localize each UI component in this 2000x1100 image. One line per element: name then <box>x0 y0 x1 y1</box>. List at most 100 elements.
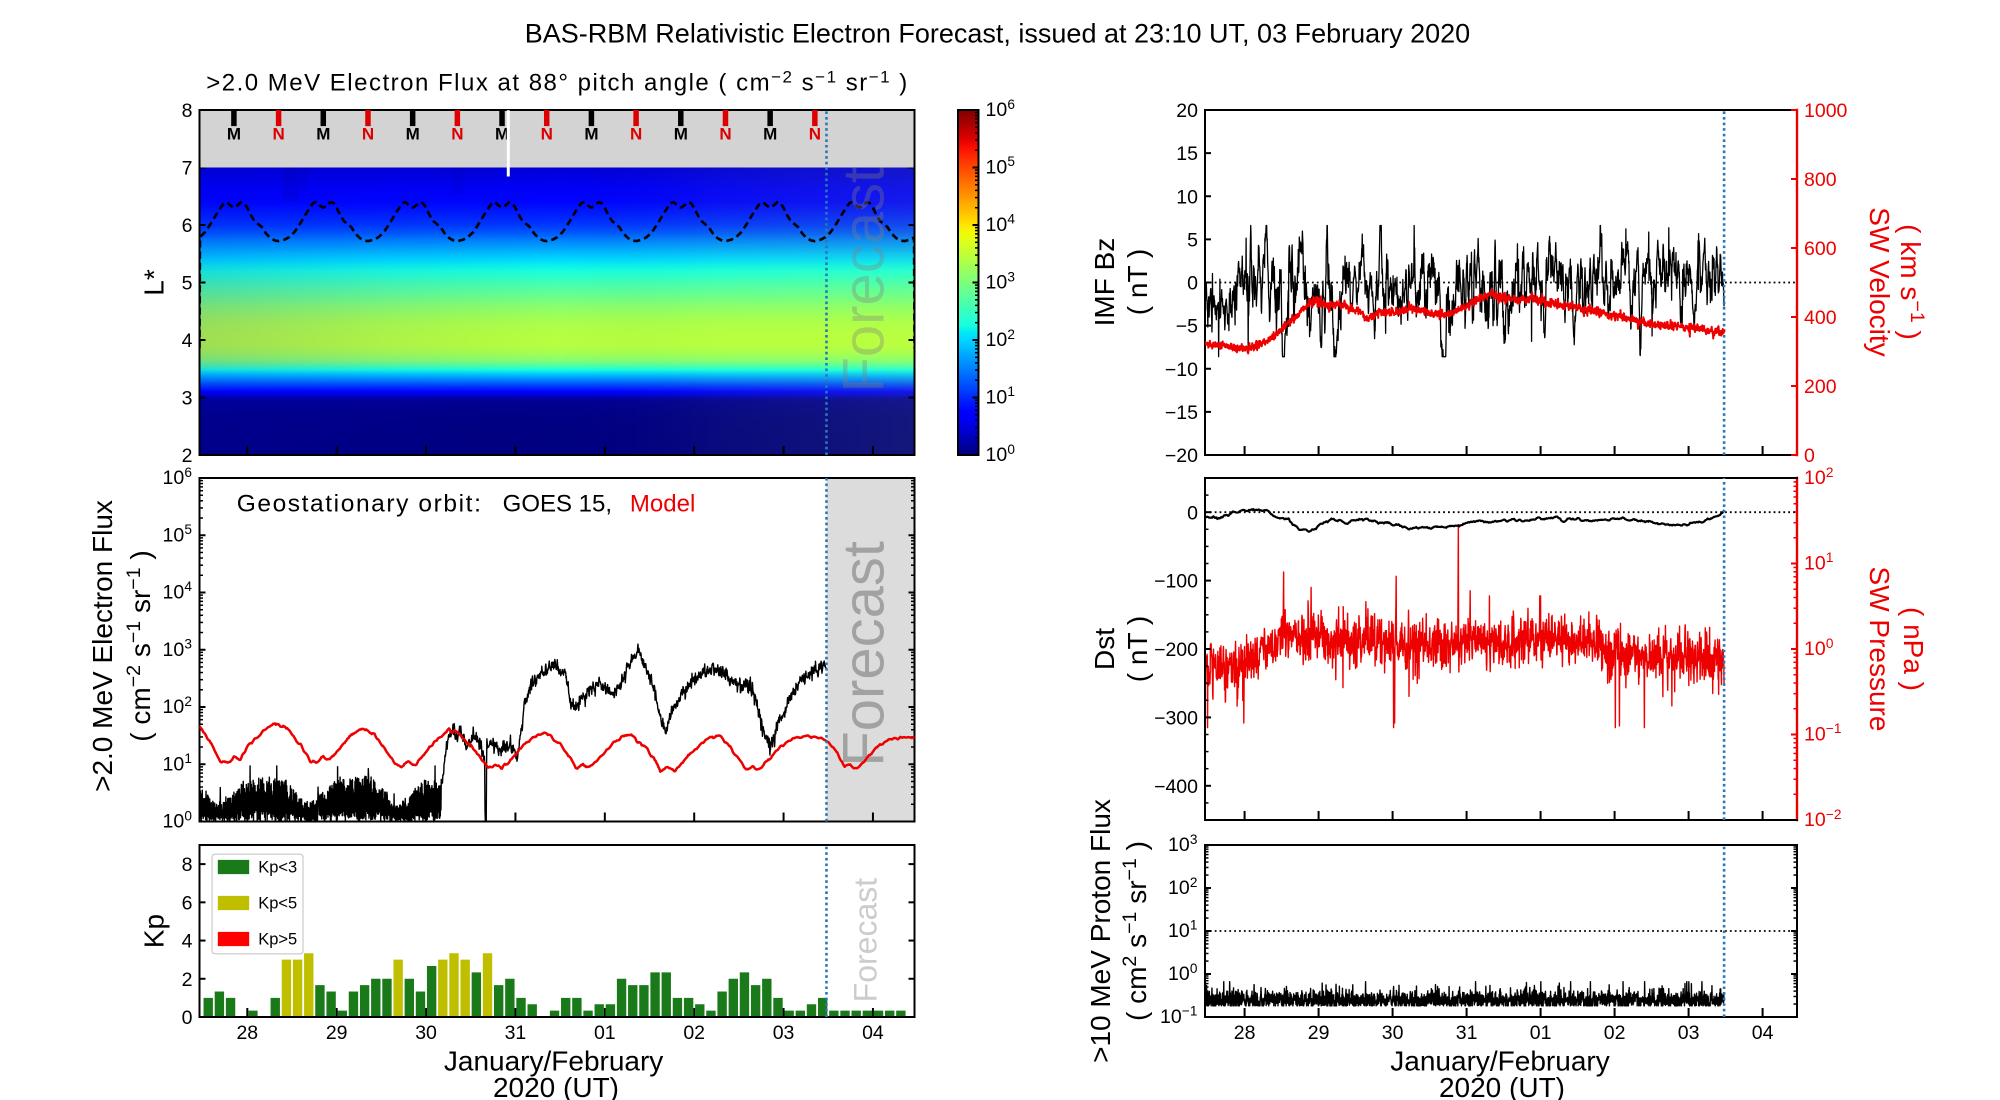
svg-text:28: 28 <box>236 1022 258 1044</box>
svg-text:1 0 2: 1 0 2 <box>1804 465 1833 489</box>
svg-text:0: 0 <box>1187 273 1198 295</box>
svg-text:1 0 1: 1 0 1 <box>1804 550 1833 574</box>
svg-text:28: 28 <box>1234 1022 1256 1044</box>
svg-text:6: 6 <box>182 215 193 237</box>
svg-text:29: 29 <box>1308 1022 1330 1044</box>
svg-text:M: M <box>674 125 688 144</box>
svg-text:1 0 1: 1 0 1 <box>1168 918 1197 942</box>
svg-text:( km s−1 ): ( km s−1 ) <box>1895 224 1928 340</box>
svg-text:6: 6 <box>182 892 193 914</box>
svg-text:2020 (UT): 2020 (UT) <box>1439 1072 1565 1100</box>
svg-text:1 0 1: 1 0 1 <box>162 751 191 775</box>
svg-text:4: 4 <box>182 330 193 352</box>
svg-text:1 0 0: 1 0 0 <box>986 442 1016 466</box>
svg-text:1000: 1000 <box>1804 100 1848 122</box>
svg-text:Geostationary orbit:: Geostationary orbit: <box>237 491 483 518</box>
svg-text:BAS-RBM Relativistic Electron: BAS-RBM Relativistic Electron Forecast, … <box>525 19 1470 49</box>
svg-text:30: 30 <box>1382 1022 1404 1044</box>
svg-text:M: M <box>227 125 241 144</box>
svg-text:N: N <box>630 125 642 144</box>
svg-text:1 0 3: 1 0 3 <box>1168 832 1197 856</box>
svg-text:Forecast: Forecast <box>831 167 896 393</box>
svg-text:1 0 3: 1 0 3 <box>986 269 1015 293</box>
svg-text:1 0 0: 1 0 0 <box>1168 961 1198 985</box>
svg-text:1 0 6: 1 0 6 <box>162 465 191 489</box>
svg-text:( cm2 s−1 sr−1 ): ( cm2 s−1 sr−1 ) <box>1119 841 1152 1021</box>
svg-text:1 0 1: 1 0 1 <box>986 384 1015 408</box>
svg-text:8: 8 <box>182 854 193 876</box>
svg-text:2020 (UT): 2020 (UT) <box>493 1072 619 1100</box>
svg-text:2: 2 <box>182 445 193 467</box>
svg-text:M: M <box>763 125 777 144</box>
svg-text:N: N <box>362 125 374 144</box>
svg-text:( cm−2 s−1 sr−1 ): ( cm−2 s−1 sr−1 ) <box>123 550 156 741</box>
svg-text:30: 30 <box>415 1022 437 1044</box>
svg-text:31: 31 <box>505 1022 527 1044</box>
svg-text:Kp>5: Kp>5 <box>258 931 297 949</box>
svg-text:>2.0 MeV Electron Flux at 88°: >2.0 MeV Electron Flux at 88° pitch angl… <box>206 68 909 97</box>
svg-text:1 0 −: 1 0 − 1 <box>1804 720 1841 745</box>
svg-text:IMF Bz: IMF Bz <box>1089 238 1120 327</box>
svg-text:02: 02 <box>683 1022 705 1044</box>
svg-text:1 0 0: 1 0 0 <box>162 808 192 832</box>
svg-text:GOES 15,: GOES 15, <box>503 490 612 517</box>
svg-text:1 0 4: 1 0 4 <box>162 579 192 603</box>
svg-text:04: 04 <box>1752 1022 1774 1044</box>
svg-text:Kp<3: Kp<3 <box>258 859 297 877</box>
svg-text:01: 01 <box>1530 1022 1552 1044</box>
svg-text:04: 04 <box>862 1022 884 1044</box>
svg-text:N: N <box>809 125 821 144</box>
svg-text:Kp<5: Kp<5 <box>258 895 297 913</box>
svg-text:Forecast: Forecast <box>848 878 884 1003</box>
svg-text:>10 MeV Proton Flux: >10 MeV Proton Flux <box>1085 799 1116 1063</box>
svg-text:M: M <box>316 125 330 144</box>
svg-text:January/February: January/February <box>444 1046 663 1077</box>
svg-text:01: 01 <box>594 1022 616 1044</box>
svg-text:800: 800 <box>1804 169 1837 191</box>
svg-text:1 0 3: 1 0 3 <box>162 637 191 661</box>
svg-text:SW Velocity: SW Velocity <box>1864 207 1895 356</box>
svg-text:400: 400 <box>1804 307 1837 329</box>
svg-text:1 0 2: 1 0 2 <box>162 694 191 718</box>
svg-text:−200: −200 <box>1154 639 1198 661</box>
svg-text:10: 10 <box>1176 186 1198 208</box>
svg-text:N: N <box>272 125 284 144</box>
svg-text:N: N <box>719 125 731 144</box>
svg-text:4: 4 <box>182 931 193 953</box>
svg-text:1 0 6: 1 0 6 <box>986 97 1015 121</box>
svg-text:29: 29 <box>326 1022 348 1044</box>
svg-text:1 0 0: 1 0 0 <box>1804 636 1834 660</box>
svg-text:Dst: Dst <box>1089 628 1120 670</box>
svg-text:1 0 5: 1 0 5 <box>986 154 1016 178</box>
svg-text:Model: Model <box>630 490 695 517</box>
svg-text:600: 600 <box>1804 238 1837 260</box>
svg-text:Forecast: Forecast <box>831 541 896 767</box>
svg-text:0: 0 <box>182 1007 193 1029</box>
svg-text:3: 3 <box>182 388 193 410</box>
svg-text:02: 02 <box>1604 1022 1626 1044</box>
svg-text:0: 0 <box>1804 445 1815 467</box>
svg-text:1 0 −: 1 0 − 2 <box>1804 806 1841 831</box>
svg-text:03: 03 <box>773 1022 795 1044</box>
svg-text:−5: −5 <box>1176 316 1198 338</box>
svg-text:1 0 4: 1 0 4 <box>986 212 1016 236</box>
svg-text:−10: −10 <box>1165 359 1198 381</box>
svg-text:M: M <box>495 125 509 144</box>
svg-text:Kp: Kp <box>138 914 169 948</box>
svg-text:N: N <box>541 125 553 144</box>
svg-text:SW Pressure: SW Pressure <box>1864 567 1895 732</box>
svg-text:−20: −20 <box>1165 445 1198 467</box>
svg-text:>2.0 MeV Electron Flux: >2.0 MeV Electron Flux <box>87 500 118 792</box>
svg-text:M: M <box>406 125 420 144</box>
svg-text:5: 5 <box>182 273 193 295</box>
svg-text:1 0 2: 1 0 2 <box>1168 875 1197 899</box>
svg-text:( nT ): ( nT ) <box>1122 249 1153 315</box>
svg-text:−15: −15 <box>1165 402 1198 424</box>
svg-text:( nPa ): ( nPa ) <box>1898 607 1929 691</box>
svg-text:N: N <box>451 125 463 144</box>
svg-text:0: 0 <box>1187 502 1198 524</box>
svg-text:31: 31 <box>1456 1022 1478 1044</box>
svg-text:−300: −300 <box>1154 707 1198 729</box>
svg-text:1 0 −: 1 0 − 1 <box>1160 1003 1197 1028</box>
svg-text:2: 2 <box>182 969 193 991</box>
